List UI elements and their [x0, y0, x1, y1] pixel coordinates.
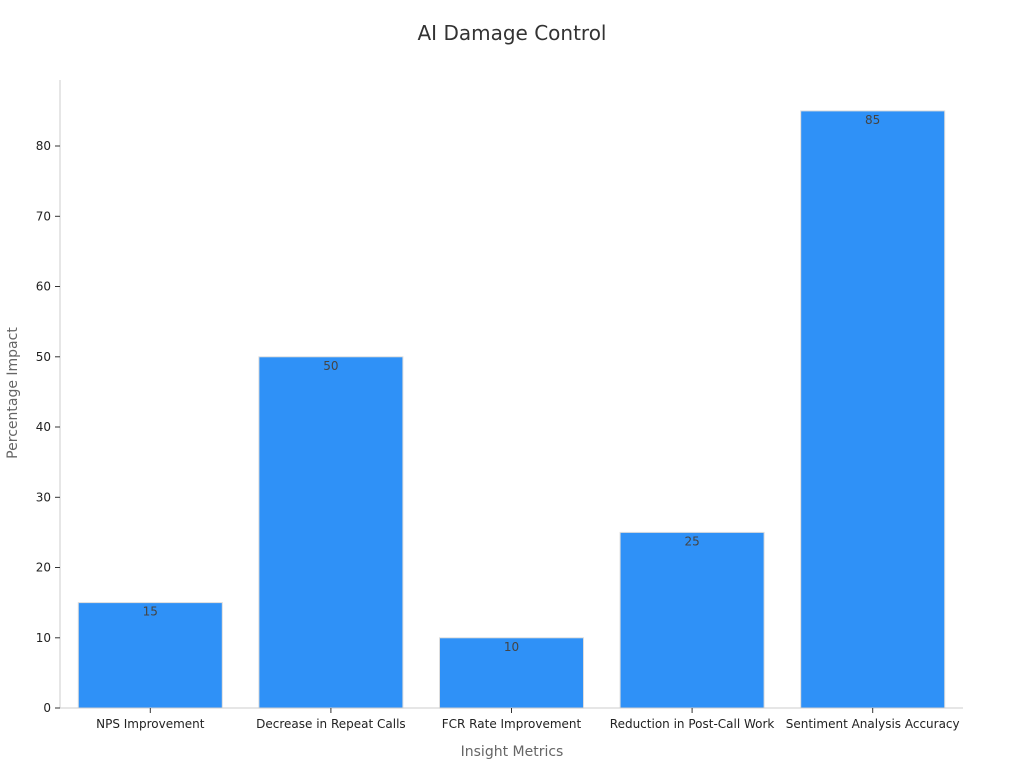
x-tick-label-4: Sentiment Analysis Accuracy	[786, 717, 960, 731]
y-ticks: 0 10 20 30 40 50 60 70 80	[36, 139, 60, 715]
y-axis-label: Percentage Impact	[5, 327, 21, 459]
bar-0	[77, 602, 223, 709]
x-tick-label-1: Decrease in Repeat Calls	[256, 717, 406, 731]
data-label-3: 25	[684, 534, 699, 548]
y-tick-label-0: 0	[43, 701, 51, 715]
y-tick-label-8: 80	[36, 139, 51, 153]
y-tick-label-1: 10	[36, 631, 51, 645]
bar-1	[258, 356, 404, 709]
x-ticks: NPS Improvement Decrease in Repeat Calls F…	[96, 708, 960, 731]
x-tick-label-0: NPS Improvement	[96, 717, 205, 731]
y-tick-label-6: 60	[36, 280, 51, 294]
chart-title: AI Damage Control	[418, 21, 607, 45]
y-tick-label-4: 40	[36, 420, 51, 434]
data-label-4: 85	[865, 113, 880, 127]
bars-layer	[77, 110, 946, 709]
x-tick-label-2: FCR Rate Improvement	[442, 717, 582, 731]
data-label-2: 10	[504, 640, 519, 654]
bar-4	[800, 110, 946, 709]
y-tick-label-2: 20	[36, 561, 51, 575]
bar-3	[619, 531, 765, 709]
data-labels-layer: 15 50 10 25 85	[143, 113, 881, 654]
y-tick-label-7: 70	[36, 209, 51, 223]
y-tick-label-5: 50	[36, 350, 51, 364]
x-tick-label-3: Reduction in Post-Call Work	[610, 717, 775, 731]
y-tick-label-3: 30	[36, 490, 51, 504]
bar-2	[439, 637, 584, 709]
data-label-0: 15	[143, 605, 158, 619]
data-label-1: 50	[323, 359, 338, 373]
x-axis-label: Insight Metrics	[461, 744, 564, 760]
